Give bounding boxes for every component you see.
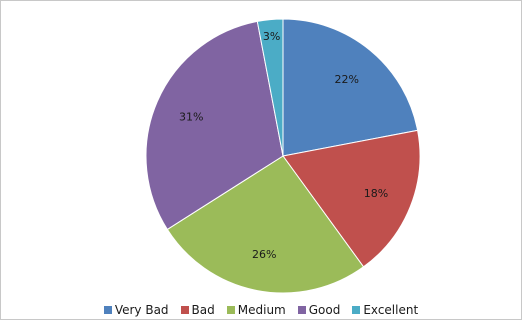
legend-label: Bad bbox=[191, 303, 215, 317]
legend-item-bad: Bad bbox=[180, 303, 215, 317]
legend-label: Medium bbox=[237, 303, 286, 317]
legend-item-good: Good bbox=[297, 303, 341, 317]
pie-slice-very-bad bbox=[282, 18, 419, 157]
pie-slices bbox=[145, 18, 421, 294]
data-label-excellent: 3% bbox=[263, 30, 280, 43]
pie-slice-medium bbox=[166, 155, 365, 294]
data-label-medium: 26% bbox=[252, 248, 276, 261]
pie-slice-excellent bbox=[256, 18, 284, 157]
legend-swatch bbox=[226, 306, 235, 314]
legend-swatch bbox=[352, 306, 361, 314]
data-label-good: 31% bbox=[179, 110, 203, 123]
legend-item-excellent: Excellent bbox=[352, 303, 418, 317]
pie-labels: 22% 18% 26% 31% 3% bbox=[179, 30, 388, 261]
data-label-bad: 18% bbox=[364, 187, 388, 200]
legend-label: Excellent bbox=[363, 303, 419, 317]
data-label-very-bad: 22% bbox=[335, 73, 359, 86]
legend-label: Very Bad bbox=[114, 303, 169, 317]
pie-chart: 22% 18% 26% 31% 3% bbox=[145, 18, 421, 294]
legend-item-medium: Medium bbox=[226, 303, 286, 317]
pie-slice-good bbox=[145, 20, 284, 231]
legend-swatch bbox=[103, 306, 112, 314]
legend-swatch bbox=[297, 306, 306, 314]
legend-swatch bbox=[180, 306, 189, 314]
legend-label: Good bbox=[308, 303, 341, 317]
pie-slice-bad bbox=[282, 129, 421, 268]
legend-item-very-bad: Very Bad bbox=[103, 303, 169, 317]
legend: Very Bad Bad Medium Good Excellent bbox=[1, 301, 521, 319]
